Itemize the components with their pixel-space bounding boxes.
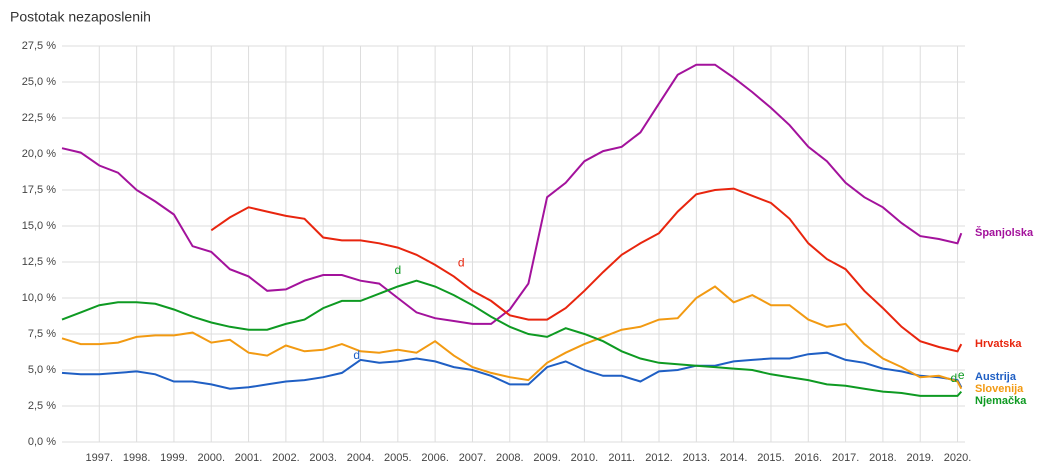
x-tick-label: 2009. — [533, 452, 561, 464]
x-tick-label: 2008. — [496, 452, 524, 464]
y-tick-label: 15,0 % — [22, 220, 56, 232]
series-line — [61, 285, 963, 390]
y-tick-label: 27,5 % — [22, 40, 56, 52]
series-line — [61, 351, 963, 390]
x-tick-label: 2011. — [608, 452, 635, 464]
legend-label: Hrvatska — [975, 338, 1022, 350]
y-tick-label: 25,0 % — [22, 76, 56, 88]
x-tick-label: 2010. — [571, 452, 599, 464]
y-tick-label: 5,0 % — [28, 364, 56, 376]
x-tick-label: 2003. — [309, 452, 337, 464]
x-tick-label: 2018. — [869, 452, 897, 464]
y-tick-label: 7,5 % — [28, 328, 56, 340]
y-tick-label: 20,0 % — [22, 148, 56, 160]
x-tick-label: 2014. — [720, 452, 748, 464]
legend-label: Njemačka — [975, 395, 1027, 407]
x-tick-label: 2000. — [197, 452, 225, 464]
annotation: d — [950, 371, 957, 385]
x-tick-label: 2013. — [683, 452, 711, 464]
x-tick-label: 2020. — [944, 452, 972, 464]
y-tick-label: 0,0 % — [28, 436, 56, 448]
series-line — [61, 279, 963, 397]
annotation: e — [958, 368, 965, 382]
legend-label: Španjolska — [975, 226, 1034, 239]
legend-label: Austrija — [975, 371, 1017, 383]
annotation: d — [353, 348, 360, 362]
y-tick-label: 22,5 % — [22, 112, 56, 124]
chart-title: Postotak nezaposlenih — [10, 9, 151, 25]
x-tick-label: 2007. — [459, 452, 487, 464]
y-tick-label: 2,5 % — [28, 400, 56, 412]
x-tick-label: 2019. — [906, 452, 934, 464]
x-tick-label: 2012. — [645, 452, 673, 464]
x-tick-label: 2016. — [795, 452, 823, 464]
legend-label: Slovenija — [975, 383, 1024, 395]
x-tick-label: 2006. — [421, 452, 449, 464]
x-tick-label: 2015. — [757, 452, 785, 464]
y-tick-label: 12,5 % — [22, 256, 56, 268]
y-tick-label: 17,5 % — [22, 184, 56, 196]
x-tick-label: 1999. — [160, 452, 188, 464]
x-tick-label: 2004. — [347, 452, 375, 464]
annotation: d — [458, 256, 465, 270]
x-tick-label: 2017. — [832, 452, 860, 464]
x-tick-label: 1998. — [123, 452, 151, 464]
y-tick-label: 10,0 % — [22, 292, 56, 304]
x-tick-label: 1997. — [86, 452, 114, 464]
annotation: d — [394, 263, 401, 277]
x-tick-label: 2002. — [272, 452, 300, 464]
x-tick-label: 2005. — [384, 452, 412, 464]
series-line — [210, 187, 963, 353]
x-tick-label: 2001. — [235, 452, 263, 464]
series-line — [61, 63, 963, 325]
